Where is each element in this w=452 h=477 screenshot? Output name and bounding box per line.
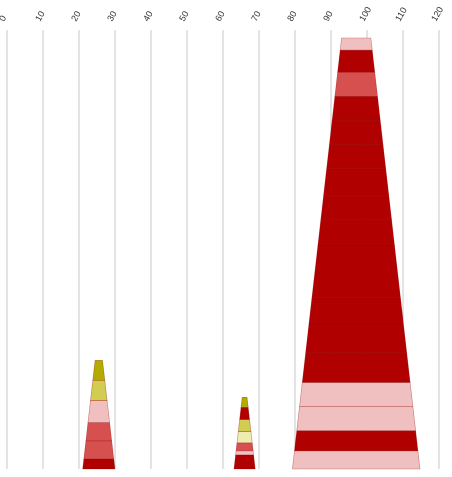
stack-1-segment-2 <box>83 440 115 460</box>
stack-3-segment-5 <box>301 351 411 383</box>
stack-3-segment-6 <box>305 323 408 353</box>
stack-3-segment-17 <box>337 49 376 73</box>
stack-3-segment-18 <box>339 37 373 51</box>
tick-label-layer: 0 10 20 30 40 50 60 70 80 90 100 110 120 <box>0 5 445 23</box>
stack-3-segment-11 <box>320 194 392 220</box>
stack-1-segment-6 <box>92 359 106 381</box>
stack-3-segment-13 <box>326 144 387 170</box>
stack-3-segment-14 <box>329 120 384 146</box>
stack-1-segment-5 <box>90 380 108 401</box>
stack-2 <box>233 396 256 470</box>
stack-1 <box>82 359 116 470</box>
tick-label-100: 100 <box>357 5 373 23</box>
stack-1-segment-3 <box>85 422 113 442</box>
stack-3-segment-7 <box>308 297 404 325</box>
stack-3 <box>292 37 421 470</box>
tick-label-80: 80 <box>285 9 299 23</box>
tick-label-40: 40 <box>141 9 155 23</box>
stack-3-segment-1 <box>292 450 421 470</box>
stack-layer <box>82 37 421 470</box>
stack-1-segment-1 <box>82 458 116 470</box>
stack-3-segment-15 <box>331 96 381 121</box>
tick-label-110: 110 <box>393 6 409 23</box>
stack-3-segment-16 <box>334 71 378 97</box>
stack-2-segment-3 <box>235 442 254 452</box>
tick-label-0: 0 <box>0 14 8 23</box>
stack-2-segment-7 <box>240 396 249 408</box>
stack-2-segment-2 <box>235 450 254 456</box>
stack-2-segment-5 <box>237 419 252 432</box>
stack-3-segment-8 <box>311 273 401 299</box>
stack-3-segment-10 <box>317 218 395 246</box>
tick-label-10: 10 <box>33 9 47 23</box>
stack-3-segment-3 <box>296 406 416 432</box>
tick-label-90: 90 <box>321 9 335 23</box>
tick-label-70: 70 <box>249 9 263 23</box>
tick-label-30: 30 <box>105 9 119 23</box>
tick-label-50: 50 <box>177 9 191 23</box>
stack-3-segment-12 <box>323 168 390 196</box>
tick-label-60: 60 <box>213 9 227 23</box>
stack-1-segment-4 <box>87 400 110 423</box>
stack-3-segment-9 <box>314 245 399 274</box>
stack-2-segment-6 <box>239 407 250 420</box>
tick-label-20: 20 <box>69 9 83 23</box>
tick-label-120: 120 <box>429 5 445 23</box>
stack-2-segment-1 <box>233 454 256 470</box>
stack-3-segment-2 <box>294 430 419 452</box>
stack-2-segment-4 <box>236 431 253 444</box>
stack-3-segment-4 <box>299 382 414 407</box>
